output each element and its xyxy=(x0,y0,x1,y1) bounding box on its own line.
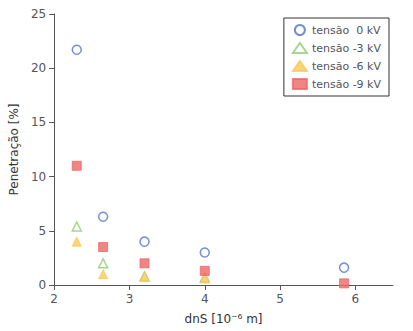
svg-text:4: 4 xyxy=(201,292,209,306)
svg-text:5: 5 xyxy=(39,224,47,238)
svg-text:dnS [10⁻⁶ m]: dnS [10⁻⁶ m] xyxy=(185,312,263,326)
svg-text:10: 10 xyxy=(31,170,46,184)
svg-text:0: 0 xyxy=(39,278,47,292)
svg-text:20: 20 xyxy=(31,61,46,75)
svg-text:2: 2 xyxy=(50,292,58,306)
svg-text:25: 25 xyxy=(31,7,46,21)
svg-text:tensão -9 kV: tensão -9 kV xyxy=(312,78,382,91)
svg-text:6: 6 xyxy=(352,292,360,306)
svg-text:15: 15 xyxy=(31,115,46,129)
svg-text:3: 3 xyxy=(126,292,134,306)
svg-text:tensão -6 kV: tensão -6 kV xyxy=(312,60,382,73)
svg-text:tensão -3 kV: tensão -3 kV xyxy=(312,42,382,55)
svg-text:tensão 0 kV: tensão 0 kV xyxy=(312,24,381,37)
svg-text:5: 5 xyxy=(276,292,284,306)
svg-text:Penetração [%]: Penetração [%] xyxy=(7,103,21,195)
